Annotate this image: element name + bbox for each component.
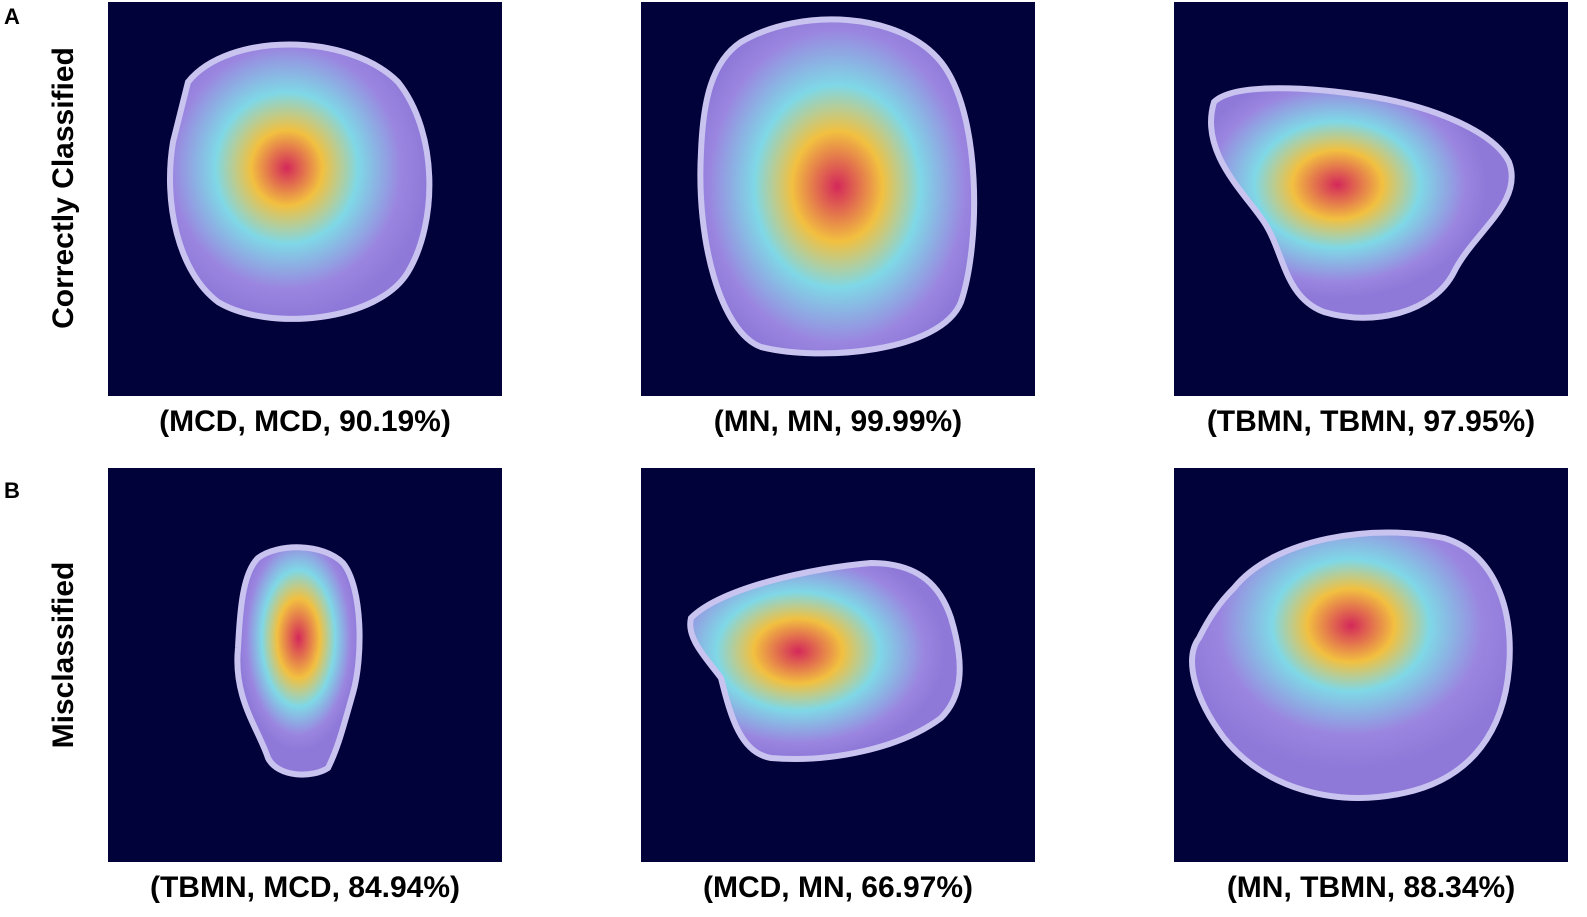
heatmap-tile-a2 — [641, 2, 1035, 396]
panel-letter-a: A — [4, 4, 20, 29]
heatmap-tile-a1 — [108, 2, 502, 396]
row-label-correct: Correctly Classified — [47, 47, 80, 329]
panel-letter-b: B — [4, 478, 20, 503]
caption-a3: (TBMN, TBMN, 97.95%) — [1206, 405, 1536, 438]
heatmap-tile-b3 — [1174, 468, 1568, 862]
caption-a1: (MCD, MCD, 90.19%) — [159, 405, 451, 438]
caption-a2: (MN, MN, 99.99%) — [713, 405, 963, 438]
row-label-misclassified: Misclassified — [47, 561, 80, 749]
caption-b2: (MCD, MN, 66.97%) — [702, 871, 974, 904]
heatmap-tile-a3 — [1174, 2, 1568, 396]
heatmap-tile-b1 — [108, 468, 502, 862]
heatmap-tile-b2 — [641, 468, 1035, 862]
caption-b3: (MN, TBMN, 88.34%) — [1226, 871, 1516, 904]
caption-b1: (TBMN, MCD, 84.94%) — [149, 871, 461, 904]
